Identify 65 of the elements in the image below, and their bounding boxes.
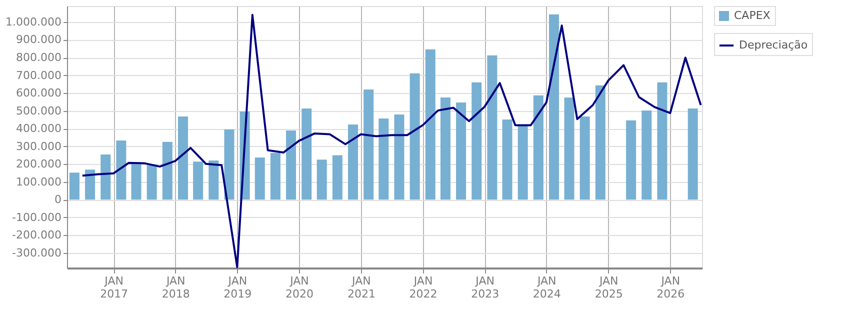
bar <box>502 120 512 200</box>
y-tick-label: 0 <box>54 193 62 206</box>
bar <box>178 116 188 200</box>
x-tick-label: JAN 2019 <box>224 274 252 300</box>
y-tick-label: 400.000 <box>16 122 62 136</box>
y-tick-label: 700.000 <box>16 68 62 82</box>
bar <box>549 14 560 200</box>
y-tick-label: 900.000 <box>16 33 62 46</box>
line-series <box>81 14 702 268</box>
bar <box>270 152 280 200</box>
x-tick-label: JAN 2022 <box>409 274 438 300</box>
bar <box>348 124 358 200</box>
bar <box>657 82 668 200</box>
x-tick-label: JAN 2023 <box>471 274 500 300</box>
bar <box>254 158 265 200</box>
y-tick-label: 500.000 <box>16 104 62 118</box>
bar <box>487 55 498 200</box>
bar <box>595 85 606 200</box>
bar <box>533 95 544 200</box>
bar <box>146 165 157 200</box>
bar <box>580 116 590 200</box>
bar <box>116 140 126 200</box>
y-tick-label: -100.000 <box>12 210 62 224</box>
x-tick-label: JAN 2018 <box>162 274 190 300</box>
y-tick-label: 800.000 <box>16 51 62 64</box>
y-tick-label: 1.000.000 <box>6 15 62 28</box>
bar <box>193 162 204 200</box>
x-tick-label: JAN 2021 <box>347 274 376 300</box>
y-tick-label: 300.000 <box>16 140 62 153</box>
y-tick-label: 600.000 <box>16 86 62 100</box>
legend-label: Depreciação <box>739 38 808 52</box>
bar <box>332 155 342 200</box>
bar <box>364 89 374 200</box>
bar <box>100 154 111 200</box>
x-tick-label: JAN 2017 <box>100 274 128 300</box>
y-tick-label: -200.000 <box>12 228 62 242</box>
bar <box>286 130 296 200</box>
bar <box>440 97 450 200</box>
bar <box>564 97 574 200</box>
bar <box>425 49 436 200</box>
bar <box>688 108 698 200</box>
bar <box>518 125 528 200</box>
y-tick-label: 100.000 <box>16 175 62 188</box>
x-tick-label: JAN 2020 <box>285 274 314 300</box>
bar <box>316 160 327 200</box>
y-tick-label: 200.000 <box>16 158 62 171</box>
bar <box>472 82 482 200</box>
x-tick-label: JAN 2026 <box>656 274 685 300</box>
bar <box>131 164 142 200</box>
bar <box>224 129 234 200</box>
bar <box>456 102 466 200</box>
bar <box>410 73 420 200</box>
bar <box>626 120 636 200</box>
y-tick-label: -300.000 <box>12 246 62 260</box>
bar <box>302 108 312 200</box>
bar <box>394 114 404 200</box>
bar <box>208 160 219 200</box>
bar <box>378 118 389 200</box>
bar <box>162 142 172 200</box>
bar <box>642 110 652 200</box>
bar <box>85 170 96 200</box>
x-tick-label: JAN 2024 <box>532 274 561 300</box>
bar <box>69 172 80 200</box>
legend-label: CAPEX <box>734 9 771 22</box>
x-tick-label: JAN 2025 <box>594 274 623 300</box>
